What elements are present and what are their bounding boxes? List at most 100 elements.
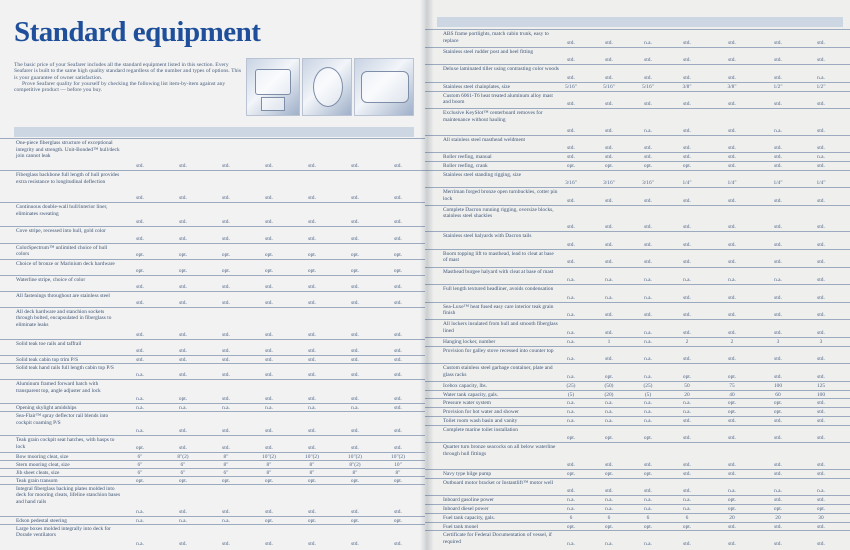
spec-value: std. — [644, 57, 652, 64]
spec-value: n.a. — [644, 418, 652, 425]
spec-value: opt. — [682, 373, 692, 380]
spec-value: std. — [308, 331, 316, 338]
spec-value: std. — [265, 428, 273, 435]
spec-value: std. — [308, 540, 316, 547]
spec-value: 5/16" — [565, 83, 577, 90]
spec-value: n.a. — [567, 540, 575, 547]
spec-row: Exclusive KeySlot™ centerboard removes f… — [425, 108, 850, 134]
spec-value: 40 — [729, 391, 735, 398]
spec-value: opt. — [816, 506, 826, 513]
spec-value: std. — [644, 101, 652, 108]
spec-value: std. — [817, 39, 825, 46]
spec-value: std. — [136, 357, 144, 364]
spec-value: std. — [351, 540, 359, 547]
spec-value: opt. — [566, 162, 576, 169]
book-gutter — [420, 0, 434, 550]
spec-value: 8" — [309, 461, 315, 468]
spec-value: std. — [605, 145, 613, 152]
spec-value: std. — [683, 259, 691, 266]
spec-value: std. — [728, 197, 736, 204]
spec-item-label: Stainless steel chainplates, size — [443, 83, 511, 90]
spec-value: n.a. — [136, 508, 144, 515]
spec-value: std. — [644, 461, 652, 468]
spec-row: Continuous double-wall hull/interior lin… — [0, 202, 425, 226]
spec-item-label: Provision for galley stove recessed into… — [443, 347, 554, 354]
spec-row: Sea-Luxe™ heat fused easy care interior … — [425, 301, 850, 320]
spec-value: std. — [265, 299, 273, 306]
spec-item-label: Deluxe laminated tiller using contrastin… — [443, 66, 559, 73]
spec-value: n.a. — [644, 540, 652, 547]
spec-value: opt. — [604, 435, 614, 442]
spec-row: Stainless steel halyards with Dacron tai… — [425, 231, 850, 249]
spec-item-label: Continuous double-wall hull/interior lin… — [16, 204, 108, 217]
spec-row: Large boxes molded integrally into deck … — [0, 523, 425, 548]
spec-value: std. — [265, 283, 273, 290]
spec-value: 1/4" — [727, 180, 737, 187]
spec-value: std. — [605, 356, 613, 363]
spec-value: opt. — [135, 477, 145, 484]
spec-item-label: Water tank capacity, gals. — [443, 391, 499, 398]
spec-value: opt. — [773, 506, 783, 513]
spec-value: std. — [394, 444, 402, 451]
spec-item-label: Solid teak hand rails full length cabin … — [16, 365, 114, 372]
spec-value: 75 — [729, 382, 735, 389]
spec-value: n.a. — [567, 312, 575, 319]
spec-value: n.a. — [817, 488, 825, 495]
spec-item-label: Merriman forged bronze open turnbuckles,… — [443, 189, 558, 202]
spec-value: std. — [605, 259, 613, 266]
spec-value: std. — [567, 241, 575, 248]
spec-value: std. — [179, 235, 187, 242]
spec-value: std. — [683, 294, 691, 301]
spec-value: std. — [265, 357, 273, 364]
spec-value: std. — [222, 163, 230, 170]
spec-item-label: Waterline stripe, choice of color — [16, 276, 86, 283]
spec-value: opt. — [264, 251, 274, 258]
spec-value: std. — [817, 400, 825, 407]
spec-row: Teak grain cockpit seat hatches, with ha… — [0, 435, 425, 451]
spec-value: std. — [817, 197, 825, 204]
spec-value: 3/8" — [682, 83, 692, 90]
spec-value: std. — [774, 312, 782, 319]
spec-value: std. — [567, 57, 575, 64]
spec-value: std. — [308, 219, 316, 226]
spec-value: std. — [265, 195, 273, 202]
spec-value: std. — [308, 348, 316, 355]
spec-value: std. — [683, 154, 691, 161]
spec-row: Inboard diesel power n.a. n.a. n.a. n.a. opt.… — [425, 504, 850, 513]
spec-value: std. — [774, 373, 782, 380]
spec-item-label: Full length textured headliner, avoids c… — [443, 286, 554, 293]
spec-value: std. — [644, 488, 652, 495]
spec-value: std. — [179, 283, 187, 290]
spec-value: std. — [817, 259, 825, 266]
spec-value: std. — [394, 428, 402, 435]
spec-value: opt. — [566, 470, 576, 477]
spec-value: std. — [136, 283, 144, 290]
spec-value: std. — [644, 74, 652, 81]
spec-value: 8" — [223, 461, 229, 468]
spec-value: std. — [683, 145, 691, 152]
spec-row: Hanging locker, number n.a. 1 n.a. 2 2 3 3 — [425, 336, 850, 346]
spec-value: opt. — [221, 267, 231, 274]
spec-value: std. — [222, 372, 230, 379]
spec-value: std. — [265, 540, 273, 547]
spec-value: std. — [394, 235, 402, 242]
spec-value: std. — [394, 283, 402, 290]
spec-value: std. — [567, 154, 575, 161]
spec-value: std. — [222, 508, 230, 515]
spec-value: (5) — [644, 391, 652, 398]
spec-value: opt. — [135, 267, 145, 274]
left-page: Standard equipment The basic price of yo… — [0, 16, 425, 548]
spec-value: std. — [567, 127, 575, 134]
spec-row: Merriman forged bronze open turnbuckles,… — [425, 187, 850, 205]
spec-value: n.a. — [136, 540, 144, 547]
spec-item-label: Hanging locker, number — [443, 338, 496, 345]
spec-value: std. — [683, 488, 691, 495]
spec-value: std. — [179, 428, 187, 435]
spec-value: std. — [817, 540, 825, 547]
spec-value: std. — [774, 259, 782, 266]
spec-value: 8"(2) — [349, 461, 361, 468]
spec-value: std. — [179, 540, 187, 547]
spec-value: opt. — [682, 162, 692, 169]
spec-value: opt. — [393, 251, 403, 258]
spec-row: Boom topping lift to masthead, lead to c… — [425, 248, 850, 267]
